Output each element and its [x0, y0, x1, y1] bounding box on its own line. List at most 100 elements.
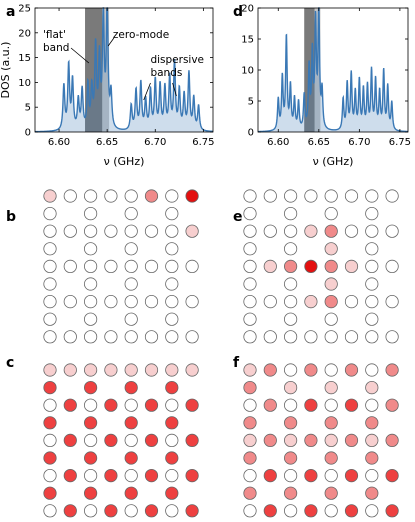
lattice-site — [165, 224, 179, 238]
y-tick-label: 15 — [18, 53, 31, 64]
lattice-site — [104, 259, 118, 273]
lattice-site — [43, 486, 57, 500]
lattice-site — [104, 363, 118, 377]
lattice-site — [43, 189, 57, 203]
lattice-site — [84, 468, 98, 483]
lattice-site — [43, 277, 57, 291]
lattice-site — [185, 363, 199, 377]
y-tick-label: 10 — [241, 66, 254, 77]
lattice-site — [243, 224, 257, 238]
lattice-site — [263, 294, 277, 309]
lattice-site — [243, 380, 257, 395]
lattice-site — [243, 330, 257, 344]
lattice-site — [243, 189, 257, 203]
lattice-site — [144, 468, 159, 483]
lattice-site — [243, 451, 257, 465]
lattice-site — [385, 294, 399, 309]
lattice-site — [243, 398, 257, 412]
lattice-site — [263, 468, 277, 483]
lattice-site — [365, 224, 379, 238]
y-tick-label: 20 — [18, 28, 31, 39]
lattice-site — [365, 380, 379, 395]
lattice-site — [144, 294, 159, 309]
lattice-site — [185, 504, 199, 518]
lattice-site — [63, 330, 77, 344]
lattice-site — [304, 504, 318, 518]
lattice-site — [283, 189, 298, 203]
lattice-c — [43, 363, 199, 518]
lattice-site — [283, 398, 298, 412]
lattice-site — [144, 259, 159, 273]
lattice-site — [365, 330, 379, 344]
y-tick-label: 25 — [18, 4, 31, 15]
lattice-site — [324, 242, 338, 256]
lattice-site — [283, 207, 298, 221]
lattice-site — [344, 189, 359, 203]
lattice-site — [283, 277, 298, 291]
lattice-site — [84, 294, 98, 309]
lattice-site — [165, 259, 179, 273]
lattice-site — [124, 451, 138, 465]
lattice-site — [365, 363, 379, 377]
lattice-site — [144, 363, 159, 377]
lattice-site — [344, 433, 359, 447]
lattice-site — [63, 468, 77, 483]
lattice-site — [365, 416, 379, 430]
x-tick-label: 6.75 — [192, 137, 214, 148]
lattice-site — [243, 259, 257, 273]
lattice-site — [365, 398, 379, 412]
lattice-site — [43, 363, 57, 377]
lattice-site — [185, 294, 199, 309]
lattice-site — [124, 207, 138, 221]
lattice-site — [185, 259, 199, 273]
lattice-site — [165, 433, 179, 447]
lattice-site — [283, 259, 298, 273]
lattice-site — [283, 224, 298, 238]
lattice-site — [124, 380, 138, 395]
axes-frame — [34, 7, 214, 133]
lattice-site — [124, 242, 138, 256]
lattice-site — [104, 294, 118, 309]
lattice-site — [324, 277, 338, 291]
lattice-site — [84, 398, 98, 412]
lattice-site — [43, 330, 57, 344]
lattice-site — [344, 398, 359, 412]
lattice-site — [283, 294, 298, 309]
lattice-site — [344, 259, 359, 273]
lattice-site — [283, 312, 298, 326]
lattice-site — [283, 416, 298, 430]
lattice-site — [84, 380, 98, 395]
panel-letter-c: c — [6, 355, 14, 371]
panel-letter-d: d — [233, 4, 243, 20]
lattice-site — [283, 468, 298, 483]
lattice-site — [84, 416, 98, 430]
lattice-site — [385, 224, 399, 238]
lattice-site — [344, 224, 359, 238]
lattice-site — [43, 504, 57, 518]
lattice-site — [243, 433, 257, 447]
lattice-site — [43, 207, 57, 221]
lattice-site — [124, 433, 138, 447]
lattice-site — [283, 433, 298, 447]
x-tick-label: 6.60 — [267, 137, 289, 148]
lattice-site — [283, 486, 298, 500]
lattice-site — [63, 363, 77, 377]
lattice-site — [344, 294, 359, 309]
lattice-site — [84, 277, 98, 291]
lattice-site — [365, 451, 379, 465]
lattice-site — [365, 468, 379, 483]
lattice-site — [304, 224, 318, 238]
lattice-site — [43, 259, 57, 273]
lattice-site — [263, 504, 277, 518]
dos-chart-d: 6.60 6.65 6.70 6.75 0 5 10 15 20 ν (GHz) — [241, 4, 411, 169]
lattice-site — [365, 294, 379, 309]
y-tick-label: 5 — [25, 103, 31, 114]
lattice-site — [165, 504, 179, 518]
lattice-site — [344, 363, 359, 377]
lattice-site — [124, 259, 138, 273]
lattice-site — [63, 398, 77, 412]
lattice-site — [165, 294, 179, 309]
lattice-site — [165, 468, 179, 483]
lattice-site — [104, 504, 118, 518]
